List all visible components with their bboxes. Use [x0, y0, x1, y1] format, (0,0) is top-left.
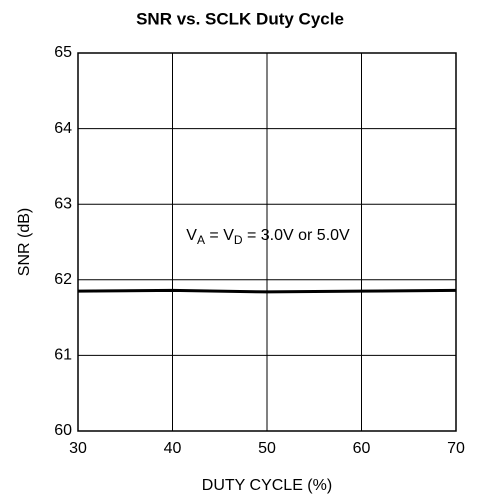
y-axis-label: SNR (dB) — [16, 208, 33, 276]
x-tick-label: 70 — [447, 440, 465, 457]
data-line — [77, 288, 457, 294]
annotation-part: V — [186, 227, 197, 244]
annotation-part: = V — [205, 227, 234, 244]
y-tick-label: 64 — [54, 120, 72, 137]
plot-frame — [77, 52, 457, 432]
y-tick-label: 63 — [54, 195, 72, 212]
x-tick-label: 60 — [353, 440, 371, 457]
x-tick-label: 40 — [164, 440, 182, 457]
annotation: VA = VD = 3.0V or 5.0V — [186, 227, 350, 247]
y-tick-label: 65 — [54, 44, 72, 61]
x-tick-label: 30 — [69, 440, 87, 457]
y-tick-label: 61 — [54, 347, 72, 364]
y-tick-label: 62 — [54, 271, 72, 288]
x-axis-label: DUTY CYCLE (%) — [202, 477, 332, 494]
x-tick-label: 50 — [258, 440, 276, 457]
chart-title: SNR vs. SCLK Duty Cycle — [136, 9, 344, 28]
annotation-part: A — [197, 233, 205, 247]
annotation-part: D — [234, 233, 243, 247]
annotation-part: = 3.0V or 5.0V — [243, 227, 351, 244]
y-tick-label: 60 — [54, 422, 72, 439]
